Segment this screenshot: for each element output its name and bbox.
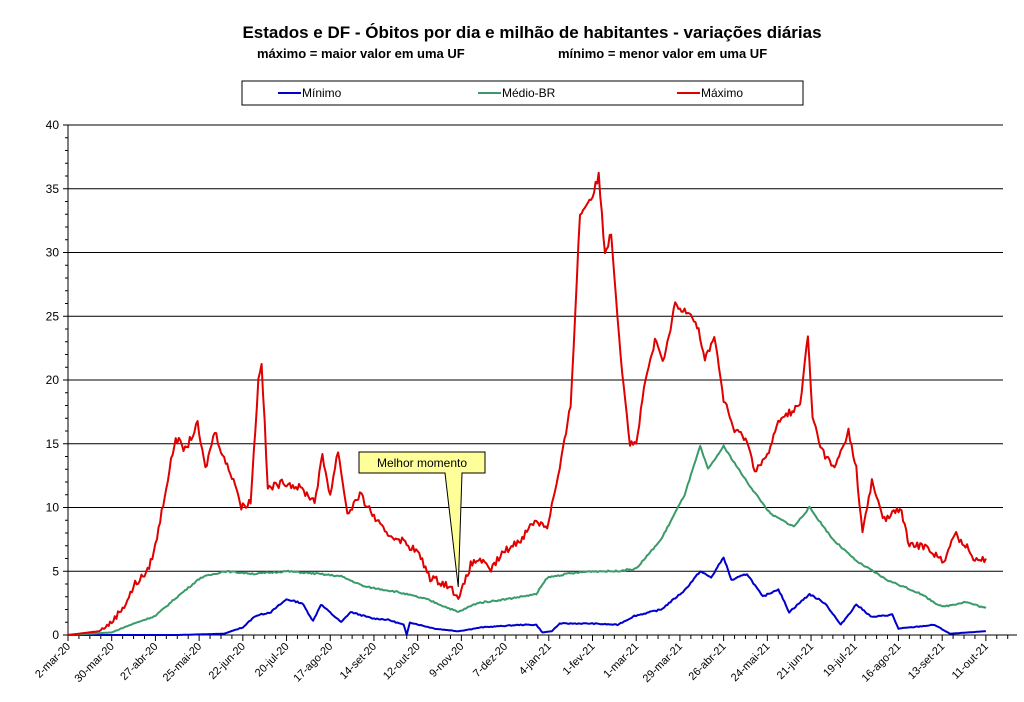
y-tick-label: 35 bbox=[46, 182, 60, 196]
x-tick-label: 25-mai-20 bbox=[161, 641, 205, 685]
y-tick-label: 0 bbox=[52, 628, 59, 642]
x-tick-label: 29-mar-21 bbox=[641, 641, 685, 685]
chart-title: Estados e DF - Óbitos por dia e milhão d… bbox=[242, 23, 822, 42]
x-tick-label: 2-mar-20 bbox=[33, 641, 73, 681]
y-tick-label: 5 bbox=[52, 564, 59, 578]
y-tick-label: 25 bbox=[46, 309, 60, 323]
x-tick-label: 9-nov-20 bbox=[427, 641, 466, 680]
x-tick-label: 22-jun-20 bbox=[207, 641, 248, 682]
x-tick-label: 4-jan-21 bbox=[517, 641, 554, 678]
annotation-callout bbox=[358, 451, 486, 588]
legend-label: Mínimo bbox=[302, 86, 342, 100]
x-tick-label: 11-out-21 bbox=[950, 641, 991, 682]
series-line-mnimo bbox=[68, 556, 986, 636]
x-tick-label: 13-set-21 bbox=[906, 641, 947, 682]
x-tick-label: 17-ago-20 bbox=[291, 641, 335, 685]
x-tick-label: 7-dez-20 bbox=[471, 641, 510, 680]
x-tick-label: 1-fev-21 bbox=[561, 641, 598, 678]
legend-label: Médio-BR bbox=[502, 86, 556, 100]
series-line-mdiobr bbox=[67, 444, 987, 636]
chart-subtitle-right: mínimo = menor valor em uma UF bbox=[558, 46, 768, 61]
y-tick-label: 20 bbox=[46, 373, 60, 387]
x-tick-label: 26-abr-21 bbox=[687, 641, 729, 683]
x-tick-label: 12-out-20 bbox=[381, 641, 423, 683]
x-tick-label: 24-mai-21 bbox=[729, 641, 773, 685]
x-tick-label: 30-mar-20 bbox=[72, 641, 116, 685]
x-tick-label: 1-mar-21 bbox=[601, 641, 641, 681]
y-tick-label: 30 bbox=[46, 246, 60, 260]
x-tick-label: 16-ago-21 bbox=[860, 641, 904, 685]
series-line-mximo bbox=[67, 171, 987, 636]
x-tick-label: 21-jun-21 bbox=[775, 641, 816, 682]
y-tick-label: 15 bbox=[46, 437, 60, 451]
chart-subtitle-left: máximo = maior valor em uma UF bbox=[257, 46, 465, 61]
y-tick-label: 10 bbox=[46, 501, 60, 515]
legend-box bbox=[241, 80, 804, 106]
x-tick-label: 27-abr-20 bbox=[118, 641, 160, 683]
annotation-label: Melhor momento bbox=[377, 456, 467, 470]
x-tick-label: 19-jul-21 bbox=[821, 641, 860, 680]
y-tick-label: 40 bbox=[46, 118, 60, 132]
legend-label: Máximo bbox=[701, 86, 743, 100]
x-tick-label: 20-jul-20 bbox=[253, 641, 292, 680]
x-tick-label: 14-set-20 bbox=[338, 641, 379, 682]
